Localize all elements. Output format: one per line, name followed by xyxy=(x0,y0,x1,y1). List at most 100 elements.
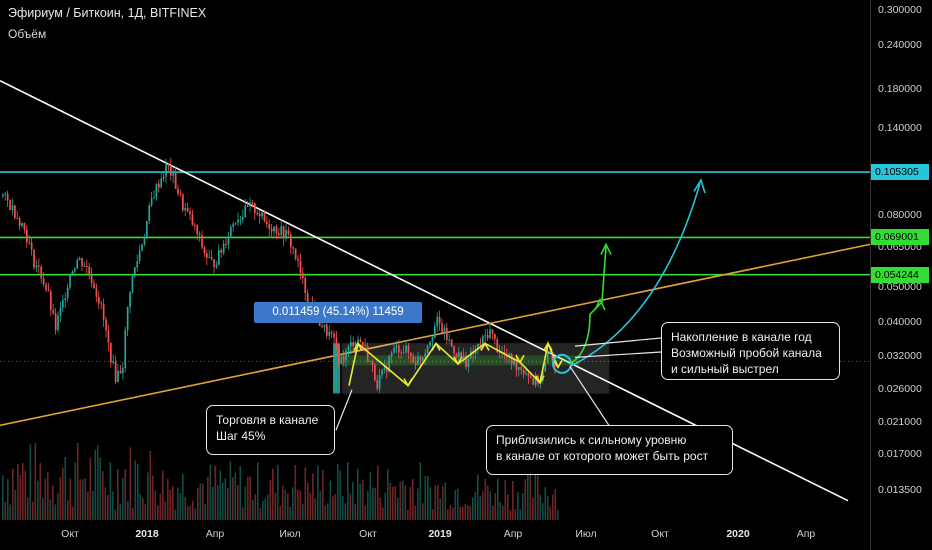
volume-bar xyxy=(454,490,457,520)
candle-body xyxy=(462,355,465,358)
candle-body xyxy=(110,343,112,363)
candle-body xyxy=(165,164,167,177)
candle-body xyxy=(220,250,223,253)
volume-bar xyxy=(299,490,302,520)
candle-body xyxy=(26,229,28,243)
candle-body xyxy=(66,287,69,299)
volume-bar xyxy=(309,492,312,520)
volume-bar xyxy=(52,485,54,520)
volume-bar xyxy=(29,444,32,520)
candle-body xyxy=(342,356,345,361)
candle-body xyxy=(549,352,551,354)
volume-bar xyxy=(357,468,359,520)
candle-body xyxy=(23,223,26,230)
candle-body xyxy=(306,293,309,304)
volume-bar xyxy=(392,486,394,520)
volume-bar xyxy=(297,489,299,520)
volume-bar xyxy=(287,493,289,520)
volume-bar xyxy=(302,503,304,520)
candle-body xyxy=(230,226,232,237)
candle-body xyxy=(477,343,479,349)
volume-bar xyxy=(177,487,179,520)
volume-bar xyxy=(192,500,194,520)
measure-label: 0.011459 (45.14%) 11459 xyxy=(254,302,422,323)
volume-bar xyxy=(7,478,9,520)
candle-body xyxy=(191,214,194,225)
x-tick-label: 2020 xyxy=(726,528,750,540)
candle-body xyxy=(302,273,304,279)
volume-bar xyxy=(542,503,544,520)
candle-body xyxy=(143,237,146,245)
candle-body xyxy=(57,315,59,331)
price-level-badge: 0.069001 xyxy=(871,229,929,246)
candle-body xyxy=(417,356,419,365)
volume-bar xyxy=(372,487,374,520)
volume-bar xyxy=(292,487,294,520)
volume-bar xyxy=(97,445,99,520)
candle-body xyxy=(510,353,513,365)
candle-body xyxy=(215,264,218,267)
volume-bar xyxy=(379,497,382,520)
candle-body xyxy=(268,223,271,229)
candle-body xyxy=(155,183,158,198)
candle-body xyxy=(225,243,227,245)
volume-bar xyxy=(367,491,369,520)
volume-bar xyxy=(369,472,372,520)
measure-bar xyxy=(333,343,340,394)
candle-body xyxy=(453,346,455,354)
projection-arrowhead-green xyxy=(600,242,612,255)
candle-body xyxy=(482,336,484,346)
candle-body xyxy=(450,339,453,347)
candle-body xyxy=(496,339,499,353)
candle-body xyxy=(122,368,124,374)
volume-bar xyxy=(89,457,92,520)
volume-bar xyxy=(162,470,164,520)
candle-body xyxy=(400,352,403,354)
volume-bar xyxy=(522,492,524,520)
volume-bar xyxy=(349,493,352,520)
candle-body xyxy=(167,164,170,166)
candle-body xyxy=(160,178,163,188)
volume-bar xyxy=(229,461,232,520)
volume-bar xyxy=(494,493,497,520)
volume-bar xyxy=(84,478,87,520)
volume-bar xyxy=(359,483,362,520)
volume-bar xyxy=(59,477,62,520)
volume-bar xyxy=(419,461,422,520)
volume-bar xyxy=(519,509,522,520)
volume-bar xyxy=(329,480,332,520)
volume-bar xyxy=(514,508,517,520)
volume-bar xyxy=(244,486,247,520)
volume-bar xyxy=(4,501,7,520)
volume-bar xyxy=(179,493,182,520)
volume-bar xyxy=(362,479,364,520)
volume-bar xyxy=(149,450,152,520)
volume-bar xyxy=(322,469,324,520)
candle-body xyxy=(422,357,424,361)
volume-bar xyxy=(252,499,254,520)
volume-bar xyxy=(459,506,462,520)
candle-body xyxy=(14,205,16,219)
candle-body xyxy=(54,313,57,331)
x-tick-label: Апр xyxy=(205,528,225,540)
volume-bar xyxy=(472,497,474,520)
candle-body xyxy=(146,220,148,238)
volume-bar xyxy=(129,447,132,520)
candle-body xyxy=(28,242,31,244)
candle-body xyxy=(520,366,523,371)
volume-bar xyxy=(219,470,222,520)
zigzag-arrowhead xyxy=(480,341,490,351)
candle-body xyxy=(304,278,307,294)
candle-body xyxy=(321,326,323,328)
volume-bar xyxy=(189,505,192,520)
candle-body xyxy=(345,350,347,361)
candle-body xyxy=(554,361,556,367)
volume-bar xyxy=(334,493,337,520)
candle-body xyxy=(112,361,115,363)
candle-body xyxy=(249,202,251,207)
candle-body xyxy=(518,366,520,370)
candle-body xyxy=(184,208,187,211)
candle-body xyxy=(40,266,43,279)
projection-arrow-cyan xyxy=(569,182,701,368)
